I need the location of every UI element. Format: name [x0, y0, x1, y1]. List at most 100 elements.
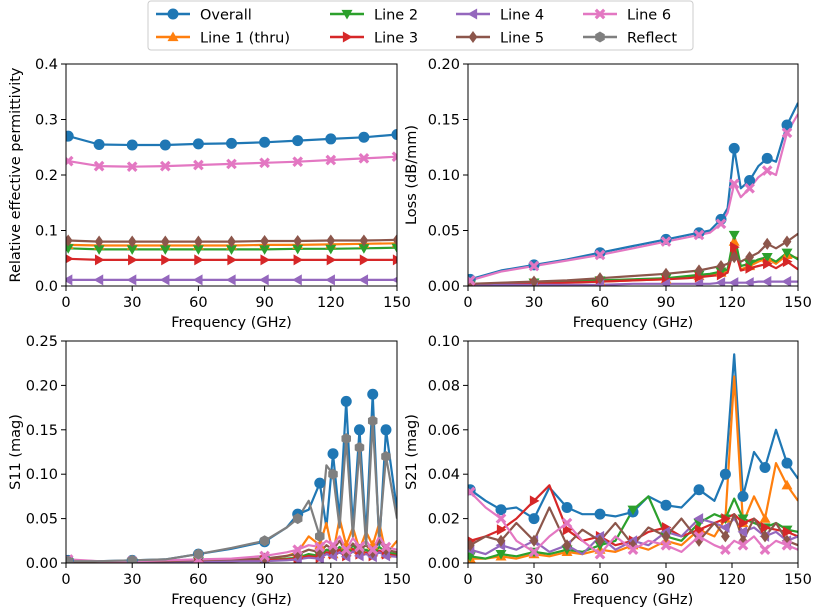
x-tick-label: 0 [61, 572, 70, 588]
data-point-line-5 [628, 539, 638, 552]
data-point-line-5 [562, 539, 572, 552]
legend-marker-overall [167, 8, 179, 20]
legend: Overall Line 1 (thru) Line 2 Line 3 Line 4 Li… [147, 0, 694, 51]
data-point-line-2 [292, 244, 304, 255]
y-axis-label: S21 (mag) [404, 414, 420, 490]
data-point-line-6 [126, 161, 138, 173]
data-point-line-5 [260, 234, 269, 248]
series-group [468, 353, 798, 563]
data-point-reflect [354, 442, 365, 454]
data-point-line-6 [93, 160, 105, 172]
data-point-line-2 [259, 245, 271, 255]
x-tick-label: 90 [657, 295, 675, 311]
series-line-line-5 [469, 506, 798, 547]
data-point-line-3 [227, 254, 237, 266]
y-tick-label: 0.08 [428, 378, 460, 394]
legend-label: Line 2 [374, 8, 418, 24]
data-point-line-4 [391, 276, 397, 284]
data-point-overall [259, 136, 271, 148]
data-point-line-6 [292, 544, 304, 556]
data-point-line-6 [660, 236, 672, 247]
legend-entry-reflect: Reflect [583, 31, 677, 47]
data-point-reflect [193, 548, 204, 560]
x-tick-label: 30 [525, 295, 543, 311]
series-line-reflect [68, 419, 397, 563]
data-point-line-3 [529, 495, 540, 507]
y-tick-label: 0.15 [428, 113, 460, 129]
data-point-line-3 [760, 521, 771, 533]
data-point-line-2 [391, 243, 397, 254]
data-point-line-5 [745, 251, 754, 264]
data-point-line-5 [315, 546, 325, 559]
data-point-overall [292, 135, 304, 147]
data-point-line-3 [260, 254, 271, 266]
x-tick-label: 90 [657, 572, 675, 588]
y-tick-label: 0.25 [26, 334, 58, 350]
y-tick-label: 0.02 [428, 512, 460, 528]
data-point-overall [358, 131, 370, 143]
data-point-line-5 [694, 264, 704, 277]
data-point-line-6 [660, 539, 672, 551]
series-group [66, 128, 397, 286]
y-tick-label: 0.00 [428, 279, 460, 295]
data-point-line-3 [128, 254, 138, 266]
data-point-overall [761, 152, 773, 164]
data-point-line-2 [93, 245, 105, 255]
data-point-line-5 [368, 546, 378, 559]
data-point-overall [391, 128, 397, 140]
data-point-line-4 [259, 274, 269, 286]
data-point-line-5 [341, 546, 351, 559]
y-tick-label: 0.10 [26, 467, 58, 483]
data-point-overall [594, 508, 606, 520]
data-point-line-6 [744, 182, 755, 194]
data-point-line-5 [392, 233, 397, 246]
y-tick-label: 0.20 [428, 57, 460, 73]
x-axis-label: Frequency (GHz) [171, 315, 292, 331]
legend-marker-line-3 [342, 31, 353, 43]
data-point-line-4 [715, 277, 726, 286]
data-point-line-6 [468, 275, 476, 286]
data-point-line-1-thru [781, 479, 793, 490]
chart-panel-2: 0 30 60 90 120 150 0.00 0.05 0.10 0.15 0.20 Frequen… [404, 57, 812, 331]
data-point-line-6 [781, 127, 793, 139]
data-point-line-6 [561, 517, 573, 529]
data-point-overall [192, 138, 204, 150]
data-point-line-5 [529, 534, 539, 547]
data-point-line-2 [325, 244, 337, 255]
data-point-reflect [367, 415, 378, 427]
x-tick-label: 60 [591, 572, 609, 588]
legend-label: Line 6 [627, 8, 671, 24]
data-point-line-3 [392, 254, 397, 266]
data-point-line-3 [161, 254, 171, 266]
data-point-line-5 [760, 530, 770, 543]
data-point-line-6 [292, 156, 304, 168]
data-point-overall [159, 139, 171, 151]
x-tick-label: 60 [189, 572, 207, 588]
data-point-overall [744, 175, 756, 187]
data-point-line-6 [594, 249, 606, 261]
data-point-line-2 [66, 244, 74, 254]
data-point-line-4 [660, 278, 671, 286]
data-point-overall [325, 133, 337, 145]
data-point-line-4 [325, 274, 335, 286]
legend-frame [147, 0, 694, 51]
data-point-line-6 [259, 157, 270, 169]
x-tick-label: 30 [525, 572, 543, 588]
data-point-overall [226, 137, 237, 149]
data-point-line-5 [782, 235, 792, 248]
data-point-line-3 [359, 254, 370, 266]
data-point-overall [66, 130, 74, 142]
x-tick-label: 0 [463, 572, 472, 588]
data-point-line-3 [738, 517, 749, 529]
y-axis-label: Relative effective permittivity [8, 67, 24, 282]
data-point-reflect [127, 554, 137, 563]
legend-label: Line 5 [500, 31, 544, 47]
data-point-line-4 [159, 274, 170, 286]
data-point-line-4 [719, 521, 730, 533]
data-point-line-4 [737, 526, 748, 538]
x-axis-label: Frequency (GHz) [573, 315, 694, 331]
data-point-line-4 [728, 277, 739, 286]
legend-marker-line-4 [467, 8, 478, 20]
data-point-line-5 [94, 235, 104, 248]
data-point-line-5 [595, 534, 605, 547]
